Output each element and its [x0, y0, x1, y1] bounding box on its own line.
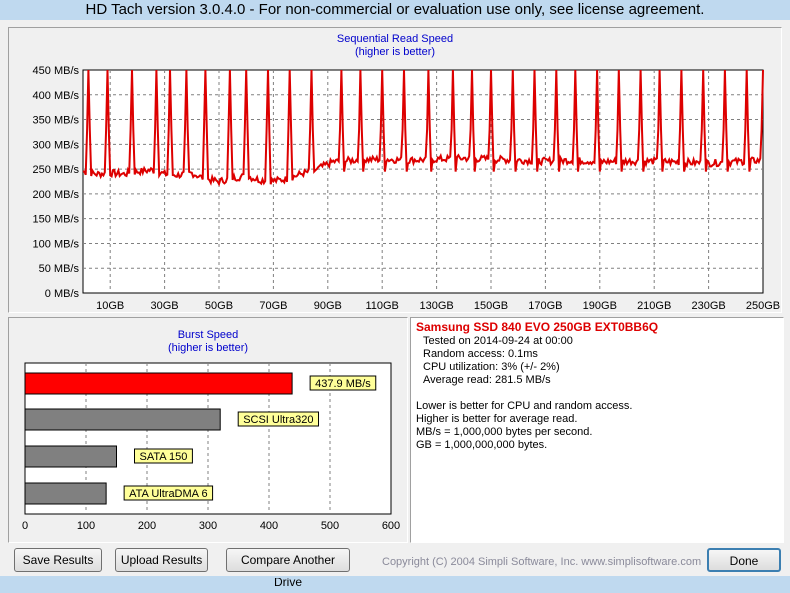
burst-bar-2 — [24, 408, 221, 431]
seq-x-tick-label: 210GB — [637, 300, 671, 312]
burst-x-tick-label: 100 — [77, 520, 95, 532]
seq-x-tick-label: 130GB — [419, 300, 453, 312]
drive-info-panel: Samsung SSD 840 EVO 250GB EXT0BB6Q Teste… — [410, 317, 784, 543]
seq-x-tick-label: 90GB — [314, 300, 342, 312]
seq-x-tick-label: 230GB — [691, 300, 725, 312]
test-date: Tested on 2014-09-24 at 00:00 — [423, 335, 573, 347]
burst-bar-label-box — [134, 448, 193, 464]
burst-bar-label-box — [123, 485, 214, 501]
seq-y-tick-label: 450 MB/s — [33, 65, 80, 77]
seq-chart-title: Sequential Read Speed — [336, 33, 454, 45]
burst-x-tick-label: 600 — [382, 520, 400, 532]
note-cpu: Lower is better for CPU and random acces… — [416, 400, 633, 412]
burst-bar-label-3: SATA 150 — [134, 448, 193, 464]
burst-speed-panel: Burst Speed (higher is better) 0 100 200 30… — [8, 317, 408, 543]
seq-plot-area — [82, 69, 764, 294]
drive-name: Samsung SSD 840 EVO 250GB EXT0BB6Q — [416, 320, 659, 334]
burst-bar-label-text: SCSI Ultra320 — [243, 414, 313, 426]
burst-bar-label-1: 437.9 MB/s — [309, 375, 377, 391]
burst-chart-title: Burst Speed — [177, 329, 239, 341]
burst-bar-3 — [24, 445, 117, 468]
note-average: Higher is better for average read. — [416, 413, 578, 425]
compare-drive-button[interactable]: Compare Another Drive — [226, 548, 350, 589]
window-title: HD Tach version 3.0.4.0 - For non-commer… — [85, 1, 705, 18]
seq-chart-subtitle: (higher is better) — [354, 46, 436, 58]
seq-x-tick-label: 190GB — [583, 300, 617, 312]
seq-y-tick-label: 50 MB/s — [39, 263, 80, 275]
burst-x-tick-label: 500 — [321, 520, 339, 532]
seq-x-tick-label: 110GB — [365, 300, 398, 312]
seq-y-tick-label: 0 MB/s — [45, 288, 80, 300]
seq-x-tick-label: 10GB — [96, 300, 124, 312]
burst-bar-label-2: SCSI Ultra320 — [237, 411, 320, 427]
burst-x-tick-label: 300 — [199, 520, 217, 532]
note-mbs: MB/s = 1,000,000 bytes per second. — [416, 426, 593, 438]
sequential-read-panel: Sequential Read Speed (higher is better)… — [8, 27, 782, 313]
seq-x-tick-label: 250GB — [746, 300, 780, 312]
bottom-border — [0, 576, 790, 578]
seq-y-tick-label: 200 MB/s — [33, 189, 80, 201]
seq-x-tick-label: 170GB — [528, 300, 562, 312]
burst-bar-4 — [24, 482, 107, 505]
burst-bar-label-text: 437.9 MB/s — [315, 378, 371, 390]
random-access: Random access: 0.1ms — [423, 348, 538, 360]
seq-y-tick-label: 100 MB/s — [33, 238, 80, 250]
note-gb: GB = 1,000,000,000 bytes. — [416, 439, 548, 451]
seq-y-tick-label: 150 MB/s — [33, 214, 80, 226]
seq-y-tick-label: 350 MB/s — [33, 115, 80, 127]
burst-speed-chart: 0 100 200 300 400 500 600 437.9 MB/s SCSI Ultra3… — [22, 362, 400, 532]
burst-bar-1 — [24, 372, 293, 395]
seq-read-line — [82, 69, 764, 187]
average-read: Average read: 281.5 MB/s — [423, 374, 551, 386]
burst-bar-label-box — [309, 375, 377, 391]
copyright-text: Copyright (C) 2004 Simpli Software, Inc.… — [382, 556, 702, 568]
burst-chart-subtitle: (higher is better) — [167, 342, 249, 354]
seq-x-tick-label: 150GB — [474, 300, 508, 312]
seq-y-tick-label: 300 MB/s — [33, 139, 80, 151]
burst-x-tick-label: 0 — [22, 520, 28, 532]
seq-x-tick-label: 50GB — [205, 300, 233, 312]
sequential-read-chart: 0 MB/s 50 MB/s 100 MB/s 150 MB/s 200 MB/s 250… — [33, 65, 781, 312]
burst-bar-label-text: ATA UltraDMA 6 — [129, 488, 207, 500]
seq-y-tick-label: 250 MB/s — [33, 164, 80, 176]
upload-results-button[interactable]: Upload Results — [115, 548, 208, 572]
save-results-button[interactable]: Save Results — [14, 548, 102, 572]
burst-x-tick-label: 400 — [260, 520, 278, 532]
seq-y-tick-label: 400 MB/s — [33, 90, 80, 102]
seq-x-tick-label: 30GB — [151, 300, 179, 312]
burst-bar-label-text: SATA 150 — [140, 451, 188, 463]
burst-bar-label-4: ATA UltraDMA 6 — [123, 485, 214, 501]
title-bar: HD Tach version 3.0.4.0 - For non-commer… — [0, 0, 790, 20]
burst-bar-label-box — [237, 411, 320, 427]
burst-x-tick-label: 200 — [138, 520, 156, 532]
seq-x-tick-label: 70GB — [259, 300, 287, 312]
cpu-utilization: CPU utilization: 3% (+/- 2%) — [423, 361, 560, 373]
done-button[interactable]: Done — [707, 548, 781, 572]
